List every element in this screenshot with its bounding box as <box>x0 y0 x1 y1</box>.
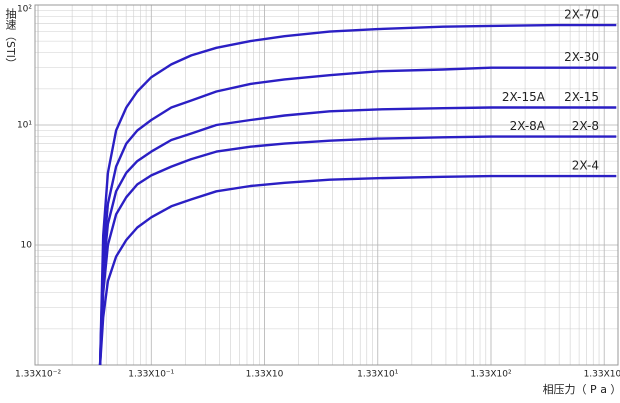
curves <box>98 23 617 366</box>
curve <box>98 106 617 366</box>
x-axis-label: 相压力（ P a ） <box>543 383 620 396</box>
series-label: 2X-4 <box>572 159 599 173</box>
series-variant-label: 2X-15A <box>502 90 546 104</box>
series-variant-label: 2X-8A <box>510 119 546 133</box>
curve <box>98 66 617 366</box>
y-tick-label: 10¹ <box>17 121 32 131</box>
y-tick-label: 10² <box>17 5 32 15</box>
x-tick-label: 1.33X10 <box>246 370 284 380</box>
series-label: 2X-30 <box>564 50 599 64</box>
series-label: 2X-15 <box>564 90 599 104</box>
plot-frame <box>34 4 619 366</box>
x-tick-label: 1.33X10¹ <box>357 370 399 380</box>
x-tick-label: 1.33X10² <box>470 370 512 380</box>
y-tick-label: 10 <box>21 241 33 251</box>
curve <box>98 174 617 366</box>
x-tick-label: 1.33X10⁻¹ <box>128 370 174 380</box>
series-label: 2X-8 <box>572 119 599 133</box>
series-label: 2X-70 <box>564 8 599 22</box>
y-axis-label: 抽速（STl） <box>4 7 17 69</box>
x-tick-label: 1.33X10³ <box>584 370 620 380</box>
curve <box>98 23 617 366</box>
curve <box>98 135 617 366</box>
x-tick-label: 1.33X10⁻² <box>15 370 61 380</box>
